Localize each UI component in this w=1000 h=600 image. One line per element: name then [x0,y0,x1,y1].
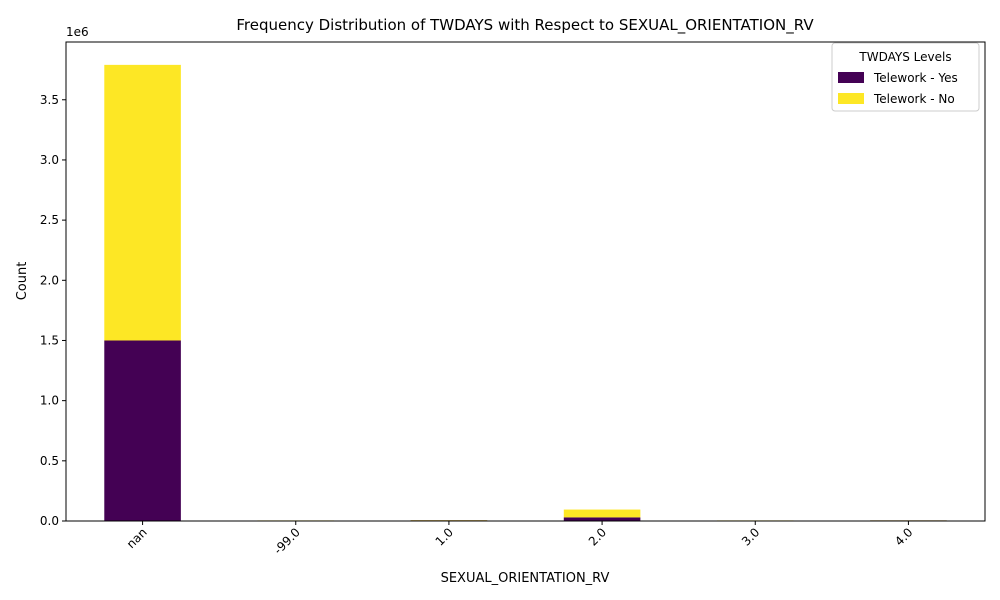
y-tick-label: 0.5 [40,454,59,468]
y-axis: 0.0 0.5 1.0 1.5 2.0 2.5 3.0 3.5 [40,93,66,528]
y-axis-label: Count [15,262,30,301]
bars-group [104,64,947,521]
y-tick-label: 2.0 [40,273,59,287]
chart-title: Frequency Distribution of TWDAYS with Re… [236,16,814,35]
y-tick-label: 2.5 [40,213,59,227]
bar-telework-no-0 [104,64,181,341]
y-tick-label: 1.5 [40,333,59,347]
y-tick-label: 0.0 [40,514,59,528]
legend-swatch-telework-yes [838,72,864,83]
y-tick-label: 1.0 [40,394,59,408]
legend-title: TWDAYS Levels [858,50,951,64]
legend: TWDAYS Levels Telework - Yes Telework - No [831,42,980,112]
axes-frame [65,41,986,522]
legend-swatch-telework-no [838,93,864,104]
y-offset-label: 1e6 [66,25,89,39]
legend-box [831,42,980,112]
y-tick-label: 3.5 [40,93,59,107]
bar-telework-yes-0 [104,340,181,521]
bar-telework-no-3 [563,509,641,518]
x-axis-label: SEXUAL_ORIENTATION_RV [441,571,610,586]
legend-label-telework-no: Telework - No [873,92,955,106]
y-tick-label: 3.0 [40,153,59,167]
legend-label-telework-yes: Telework - Yes [873,71,958,85]
bar-telework-yes-3 [563,517,641,521]
